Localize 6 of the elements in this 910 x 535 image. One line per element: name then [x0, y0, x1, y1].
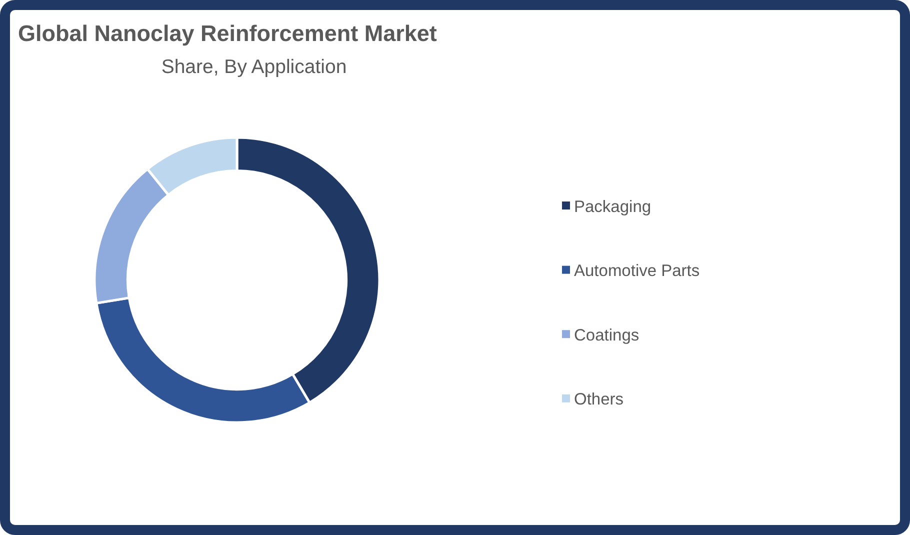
legend-label: Coatings: [574, 326, 640, 344]
chart-subtitle: Share, By Application: [161, 56, 347, 78]
legend-label: Automotive Parts: [574, 262, 700, 280]
chart-title: Global Nanoclay Reinforcement Market: [18, 21, 438, 46]
legend-label: Packaging: [574, 198, 652, 216]
legend-label: Others: [574, 390, 624, 409]
